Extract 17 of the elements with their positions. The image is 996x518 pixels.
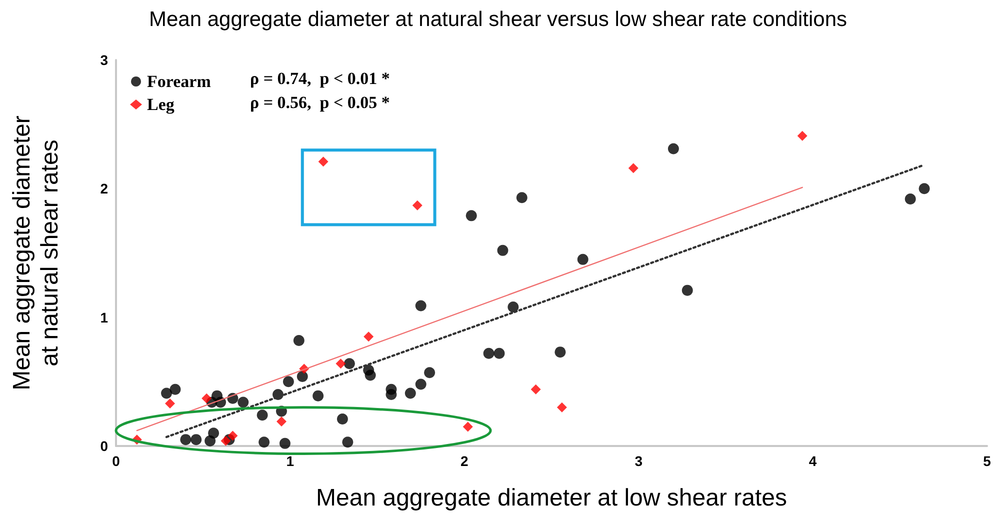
chart-title: Mean aggregate diameter at natural shear versus low shear rate conditions — [148, 8, 848, 31]
x-tick-label: 4 — [808, 453, 817, 469]
annotation: ρ = 0.74, p < 0.01 * — [250, 69, 390, 88]
legend-label: Leg — [147, 95, 175, 114]
x-axis-title: Mean aggregate diameter at low shear rates — [316, 484, 787, 512]
legend-label: Forearm — [147, 72, 211, 91]
annotation: ρ = 0.56, p < 0.05 * — [250, 93, 390, 112]
y-tick-label: 3 — [100, 52, 108, 68]
x-tick-label: 2 — [460, 453, 468, 469]
y-tick-label: 2 — [100, 180, 108, 197]
x-tick-label: 1 — [286, 453, 294, 469]
y-tick-label: 0 — [100, 438, 108, 454]
x-tick-label: 5 — [983, 453, 992, 469]
x-tick-label: 3 — [634, 453, 643, 469]
y-axis-title: Mean aggregate diameter at natural shear rates — [8, 116, 64, 390]
y-tick-label: 1 — [100, 309, 108, 326]
x-tick-label: 0 — [112, 453, 120, 469]
